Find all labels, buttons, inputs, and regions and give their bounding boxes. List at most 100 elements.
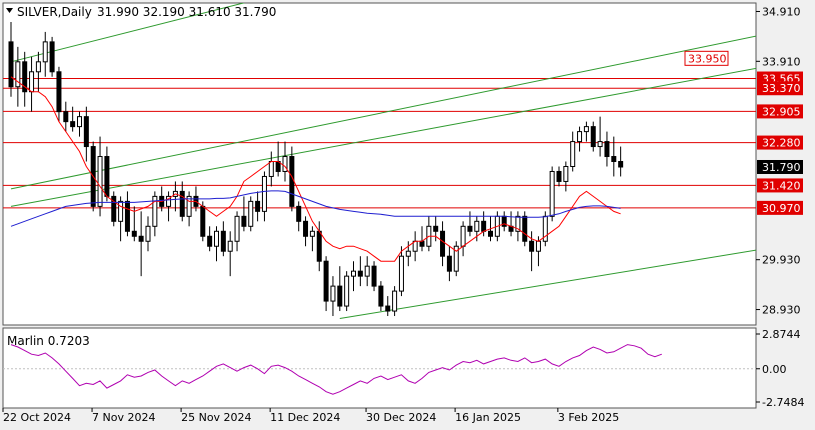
time-axis: 22 Oct 2024 7 Nov 2024 25 Nov 2024 11 Dec 2…	[2, 408, 619, 424]
moving-averages	[10, 76, 621, 262]
candle-body	[474, 220, 480, 232]
price-label-bg	[757, 178, 803, 193]
candle-body	[563, 165, 569, 182]
marlin-oscillator	[3, 344, 756, 395]
indicator-tick-label: 2.8744	[762, 328, 801, 341]
price-label-bg	[757, 81, 803, 96]
candle-body	[515, 215, 521, 232]
price-level-labels: 33.95033.56533.37032.90532.28031.79031.4…	[684, 50, 803, 215]
price-label: 33.370	[762, 82, 801, 95]
candle-body	[70, 121, 76, 128]
candle-body	[385, 305, 391, 312]
candle-body	[344, 275, 350, 307]
price-axis: 34.910 33.910 29.930 28.930	[756, 5, 801, 317]
candle-body	[118, 200, 124, 222]
candle-body	[323, 260, 329, 302]
dropdown-triangle-icon[interactable]	[6, 8, 13, 13]
candle-body	[152, 195, 158, 227]
candle-body	[234, 215, 240, 242]
time-tick-label: 7 Nov 2024	[92, 411, 155, 424]
candle-body	[220, 230, 226, 252]
symbol-label: SILVER,Daily	[17, 5, 92, 19]
candle-body	[83, 116, 89, 148]
moving-average-line	[10, 190, 621, 227]
candle-body	[618, 161, 624, 168]
candle-body	[597, 141, 603, 148]
candle-body	[577, 131, 583, 143]
candle-body	[131, 230, 137, 237]
indicator-tick-label: 0.00	[762, 363, 787, 376]
candle-body	[207, 235, 213, 247]
candle-body	[303, 220, 309, 237]
candle-body	[97, 156, 103, 207]
candle-body	[56, 71, 62, 113]
candle-body	[611, 156, 617, 163]
candle-body	[398, 255, 404, 292]
candle-body	[35, 61, 41, 73]
price-label: 32.280	[762, 137, 801, 150]
candle-body	[590, 126, 596, 148]
candle-body	[309, 230, 315, 237]
candle-body	[268, 161, 274, 177]
candle-body	[529, 240, 535, 252]
price-box-label-frame	[684, 50, 729, 66]
candle-body	[22, 61, 28, 93]
price-tick-label: 28.930	[762, 304, 801, 317]
candle-body	[8, 41, 14, 88]
price-label-bg	[757, 200, 803, 215]
price-tick-label: 29.930	[762, 254, 801, 267]
price-label-bg	[757, 159, 803, 174]
candle-body	[433, 225, 439, 232]
candle-body	[351, 270, 356, 277]
candle-body	[357, 270, 363, 277]
price-label: 32.905	[762, 105, 801, 118]
candle-body	[392, 290, 398, 312]
candle-body	[371, 265, 377, 287]
candle-body	[49, 41, 55, 73]
candle-body	[296, 205, 302, 222]
indicator-axis: 2.8744 0.00 -2.7484	[756, 328, 804, 409]
candle-body	[255, 200, 261, 212]
candlesticks	[8, 21, 624, 317]
candle-body	[481, 220, 487, 232]
candle-body	[467, 225, 473, 232]
candle-body	[330, 285, 336, 302]
price-label-bg	[757, 104, 803, 119]
candle-body	[63, 111, 69, 123]
candle-body	[227, 240, 233, 252]
trend-line	[10, 35, 756, 190]
time-tick-label: 3 Feb 2025	[558, 411, 619, 424]
candle-body	[214, 230, 219, 247]
candle-body	[405, 250, 411, 257]
price-tick-label: 33.910	[762, 55, 801, 68]
trend-channel-lines	[10, 3, 756, 320]
candle-body	[111, 195, 117, 222]
moving-average-line	[10, 76, 621, 262]
candle-body	[364, 265, 370, 277]
candle-body	[186, 195, 192, 217]
candle-body	[166, 195, 172, 207]
trend-line	[10, 3, 246, 63]
candle-body	[282, 156, 288, 172]
candle-body	[549, 170, 555, 217]
candle-body	[179, 190, 185, 217]
candle-body	[124, 200, 130, 232]
price-label-bg	[757, 135, 803, 150]
candle-body	[460, 225, 466, 247]
time-tick-label: 16 Jan 2025	[455, 411, 521, 424]
candle-body	[570, 141, 576, 167]
candle-body	[248, 200, 254, 227]
candle-body	[77, 116, 82, 128]
candle-body	[556, 170, 562, 182]
indicator-plot-frame	[2, 327, 757, 409]
candle-body	[200, 205, 206, 237]
candle-body	[522, 215, 528, 242]
candle-body	[446, 255, 452, 272]
main-plot-frame	[2, 2, 757, 326]
candle-body	[440, 230, 446, 257]
price-label: 31.420	[762, 179, 801, 192]
price-label: 30.970	[762, 202, 801, 215]
candle-body	[316, 230, 322, 262]
candle-body	[138, 235, 144, 242]
